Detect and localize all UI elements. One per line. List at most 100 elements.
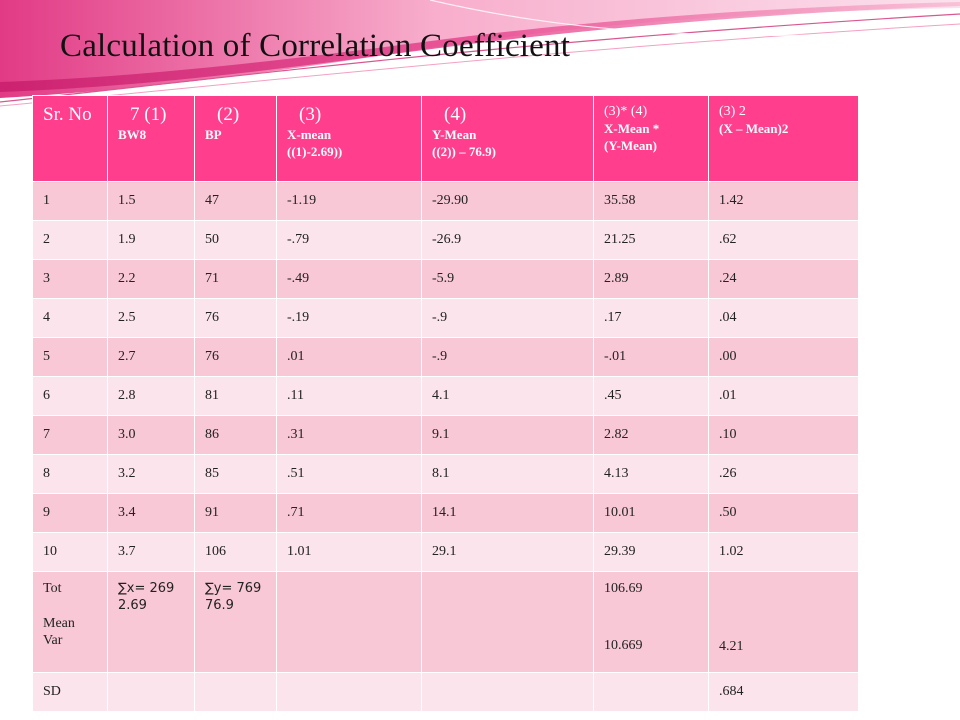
cell-product: 4.13: [593, 454, 709, 494]
cell-bp: 71: [194, 259, 277, 299]
header-sr-no: Sr. No: [32, 95, 108, 182]
sd-value: .684: [708, 672, 859, 712]
cell-x-mean: 1.01: [276, 532, 422, 572]
cell-y-mean: 9.1: [421, 415, 594, 455]
summary-row: Tot Mean Var ∑x= 269 2.69 ∑y= 769 76.9 1…: [32, 571, 859, 673]
cell-bw8: 3.2: [107, 454, 195, 494]
cell-bw8: 2.2: [107, 259, 195, 299]
table-row: 2 1.9 50 -.79 -26.9 21.25.62: [32, 220, 859, 260]
sq-var: 4.21: [719, 639, 744, 654]
table-row: 6 2.8 81.11 4.1.45.01: [32, 376, 859, 416]
summary-sq: 4.21: [708, 571, 859, 673]
summary-y: ∑y= 769 76.9: [194, 571, 277, 673]
cell-bw8: 3.7: [107, 532, 195, 572]
cell-bp: 76: [194, 337, 277, 377]
decorative-swoosh: [0, 0, 960, 107]
cell-x-mean: .01: [276, 337, 422, 377]
cell-bw8: 2.5: [107, 298, 195, 338]
cell-x-mean: .71: [276, 493, 422, 533]
cell-bp: 47: [194, 181, 277, 221]
table-row: 7 3.0 86.31 9.1 2.82.10: [32, 415, 859, 455]
cell-bw8: 2.8: [107, 376, 195, 416]
header-x-mean: (3) X-mean ((1)-2.69)): [276, 95, 422, 182]
cell-bp: 85: [194, 454, 277, 494]
cell-x-mean: -.79: [276, 220, 422, 260]
cell-product: .17: [593, 298, 709, 338]
sd-row: SD .684: [32, 672, 859, 712]
summary-x: ∑x= 269 2.69: [107, 571, 195, 673]
cell-bp: 106: [194, 532, 277, 572]
table-row: 3 2.2 71 -.49 -5.9 2.89.24: [32, 259, 859, 299]
product-total: 106.69: [604, 581, 643, 596]
cell-x-mean: -.19: [276, 298, 422, 338]
cell-bw8: 3.0: [107, 415, 195, 455]
cell-bw8: 2.7: [107, 337, 195, 377]
cell-bw8: 3.4: [107, 493, 195, 533]
cell-product: 29.39: [593, 532, 709, 572]
header-y-mean: (4) Y-Mean ((2)) – 76.9): [421, 95, 594, 182]
cell-x-sq: .24: [708, 259, 859, 299]
label-var: Var: [43, 633, 63, 648]
cell-product: 35.58: [593, 181, 709, 221]
cell-x-sq: .62: [708, 220, 859, 260]
header-bw8: 7 (1) BW8: [107, 95, 195, 182]
cell-sr: 4: [32, 298, 108, 338]
cell-y-mean: -.9: [421, 298, 594, 338]
cell-x-sq: .50: [708, 493, 859, 533]
table-row: 1 1.5 47 -1.19 -29.90 35.58 1.42: [32, 181, 859, 221]
cell-sr: 7: [32, 415, 108, 455]
table-row: 9 3.4 91.71 14.1 10.01.50: [32, 493, 859, 533]
page-title: Calculation of Correlation Coefficient: [60, 28, 571, 64]
cell-y-mean: 4.1: [421, 376, 594, 416]
summary-empty-4: [421, 571, 594, 673]
cell-product: .45: [593, 376, 709, 416]
cell-bp: 81: [194, 376, 277, 416]
cell-x-sq: .10: [708, 415, 859, 455]
cell-product: 10.01: [593, 493, 709, 533]
cell-x-sq: .01: [708, 376, 859, 416]
table-row: 10 3.7 106 1.01 29.1 29.39 1.02: [32, 532, 859, 572]
cell-x-sq: .04: [708, 298, 859, 338]
cell-bp: 86: [194, 415, 277, 455]
cell-sr: 8: [32, 454, 108, 494]
cell-product: 2.82: [593, 415, 709, 455]
x-sum: ∑x= 269: [118, 581, 175, 596]
correlation-table: Sr. No 7 (1) BW8 (2) BP (3) X-mean ((1)-2.69…: [32, 95, 859, 712]
cell-x-sq: .26: [708, 454, 859, 494]
cell-sr: 3: [32, 259, 108, 299]
sd-label: SD: [32, 672, 108, 712]
cell-sr: 1: [32, 181, 108, 221]
cell-bp: 91: [194, 493, 277, 533]
header-product: (3)* (4) X-Mean * (Y-Mean): [593, 95, 709, 182]
table-row: 8 3.2 85.51 8.1 4.13.26: [32, 454, 859, 494]
summary-labels: Tot Mean Var: [32, 571, 108, 673]
table-header-row: Sr. No 7 (1) BW8 (2) BP (3) X-mean ((1)-2.69…: [32, 95, 859, 182]
cell-sr: 5: [32, 337, 108, 377]
cell-sr: 6: [32, 376, 108, 416]
sd-empty-1: [107, 672, 195, 712]
cell-x-mean: .31: [276, 415, 422, 455]
cell-bp: 50: [194, 220, 277, 260]
cell-x-sq: 1.42: [708, 181, 859, 221]
header-bp: (2) BP: [194, 95, 277, 182]
sd-empty-2: [194, 672, 277, 712]
sd-empty-3: [276, 672, 422, 712]
cell-product: 2.89: [593, 259, 709, 299]
product-var: 10.669: [604, 638, 643, 653]
cell-y-mean: -5.9: [421, 259, 594, 299]
cell-x-mean: .51: [276, 454, 422, 494]
cell-sr: 10: [32, 532, 108, 572]
cell-y-mean: -.9: [421, 337, 594, 377]
x-mean-value: 2.69: [118, 598, 147, 613]
sd-empty-5: [593, 672, 709, 712]
cell-y-mean: 14.1: [421, 493, 594, 533]
cell-x-sq: 1.02: [708, 532, 859, 572]
cell-y-mean: 29.1: [421, 532, 594, 572]
cell-product: -.01: [593, 337, 709, 377]
y-sum: ∑y= 769: [205, 581, 262, 596]
cell-x-mean: -1.19: [276, 181, 422, 221]
cell-y-mean: -26.9: [421, 220, 594, 260]
table-row: 4 2.5 76 -.19 -.9.17.04: [32, 298, 859, 338]
cell-bw8: 1.5: [107, 181, 195, 221]
y-mean-value: 76.9: [205, 598, 234, 613]
